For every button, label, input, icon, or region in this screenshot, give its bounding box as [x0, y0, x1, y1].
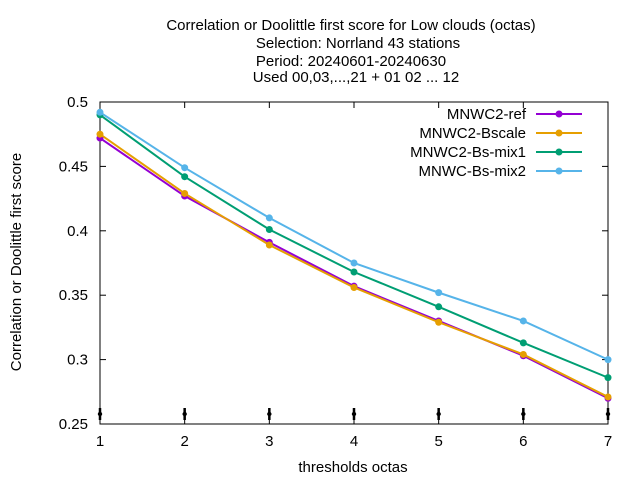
x-tick-label: 2	[180, 433, 188, 450]
data-point	[265, 226, 273, 234]
chart-title: Correlation or Doolittle first score for…	[166, 17, 535, 86]
y-axis-label: Correlation or Doolittle first score	[8, 153, 25, 371]
x-threshold-dot	[351, 411, 357, 417]
x-tick-label: 4	[350, 433, 358, 450]
legend-entry: MNWC2-Bscale	[419, 125, 582, 142]
title-line-3: Period: 20240601-20240630	[256, 53, 446, 70]
series-line	[99, 111, 609, 361]
x-threshold-dot	[521, 411, 526, 417]
data-point	[604, 393, 612, 401]
data-point	[519, 350, 527, 358]
data-point	[350, 259, 358, 267]
x-axis: 1 2 3 4 5 6 7	[96, 102, 612, 450]
data-point	[435, 303, 443, 311]
x-threshold-dot	[436, 411, 441, 417]
legend-swatch-point	[555, 110, 563, 118]
legend-label: MNWC2-Bscale	[419, 125, 526, 142]
data-point	[181, 164, 189, 172]
data-point	[265, 241, 273, 249]
series-1	[96, 134, 612, 402]
data-point	[519, 339, 527, 347]
title-line-4: Used 00,03,...,21 + 01 02 ... 12	[253, 69, 459, 86]
legend-label: MNWC2-Bs-mix1	[410, 144, 526, 161]
data-point	[435, 289, 443, 297]
legend-entry: MNWC2-ref	[447, 106, 582, 123]
data-point	[350, 283, 358, 291]
legend-label: MNWC2-ref	[447, 106, 527, 123]
data-point	[265, 214, 273, 222]
title-line-1: Correlation or Doolittle first score for…	[166, 17, 535, 34]
x-axis-label: thresholds octas	[298, 459, 407, 476]
x-tick-label: 3	[265, 433, 273, 450]
legend-swatch-point	[555, 167, 563, 175]
y-tick-label: 0.45	[59, 158, 88, 175]
legend-swatch-point	[555, 129, 563, 137]
x-threshold-dot	[182, 411, 187, 417]
data-point	[604, 356, 612, 364]
x-tick-label: 7	[604, 433, 612, 450]
legend-swatch-point	[555, 148, 563, 156]
x-threshold-dot	[267, 411, 272, 417]
x-tick-markers	[97, 408, 611, 420]
legend-entry: MNWC-Bs-mix2	[419, 163, 582, 180]
y-tick-label: 0.25	[59, 416, 88, 433]
title-line-2: Selection: Norrland 43 stations	[256, 35, 460, 52]
series-4	[96, 108, 612, 364]
data-point	[181, 189, 189, 197]
legend: MNWC2-ref MNWC2-Bscale MNWC2-Bs-mix1 MNWC-B…	[410, 106, 582, 180]
series-2	[96, 130, 612, 401]
legend-label: MNWC-Bs-mix2	[419, 163, 526, 180]
y-tick-label: 0.4	[67, 223, 88, 240]
data-point	[604, 374, 612, 382]
data-point	[350, 268, 358, 276]
x-threshold-dot	[605, 411, 611, 417]
legend-entry: MNWC2-Bs-mix1	[410, 144, 582, 161]
y-tick-label: 0.35	[59, 287, 88, 304]
y-tick-label: 0.5	[67, 94, 88, 111]
x-tick-label: 6	[519, 433, 527, 450]
series-line	[99, 114, 609, 379]
data-point	[435, 318, 443, 326]
data-point	[96, 108, 104, 116]
x-threshold-dot	[97, 411, 103, 417]
y-axis: 0.25 0.3 0.35 0.4 0.45 0.5	[59, 94, 608, 433]
series-lines	[96, 108, 612, 402]
data-point	[181, 173, 189, 181]
x-tick-label: 1	[96, 433, 104, 450]
x-tick-label: 5	[434, 433, 442, 450]
data-point	[96, 130, 104, 138]
data-point	[519, 317, 527, 325]
series-3	[96, 111, 612, 382]
y-tick-label: 0.3	[67, 352, 88, 369]
